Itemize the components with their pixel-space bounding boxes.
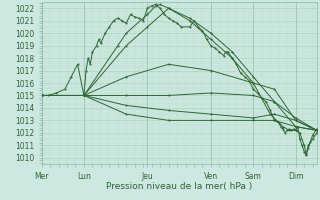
X-axis label: Pression niveau de la mer( hPa ): Pression niveau de la mer( hPa ): [106, 182, 252, 191]
